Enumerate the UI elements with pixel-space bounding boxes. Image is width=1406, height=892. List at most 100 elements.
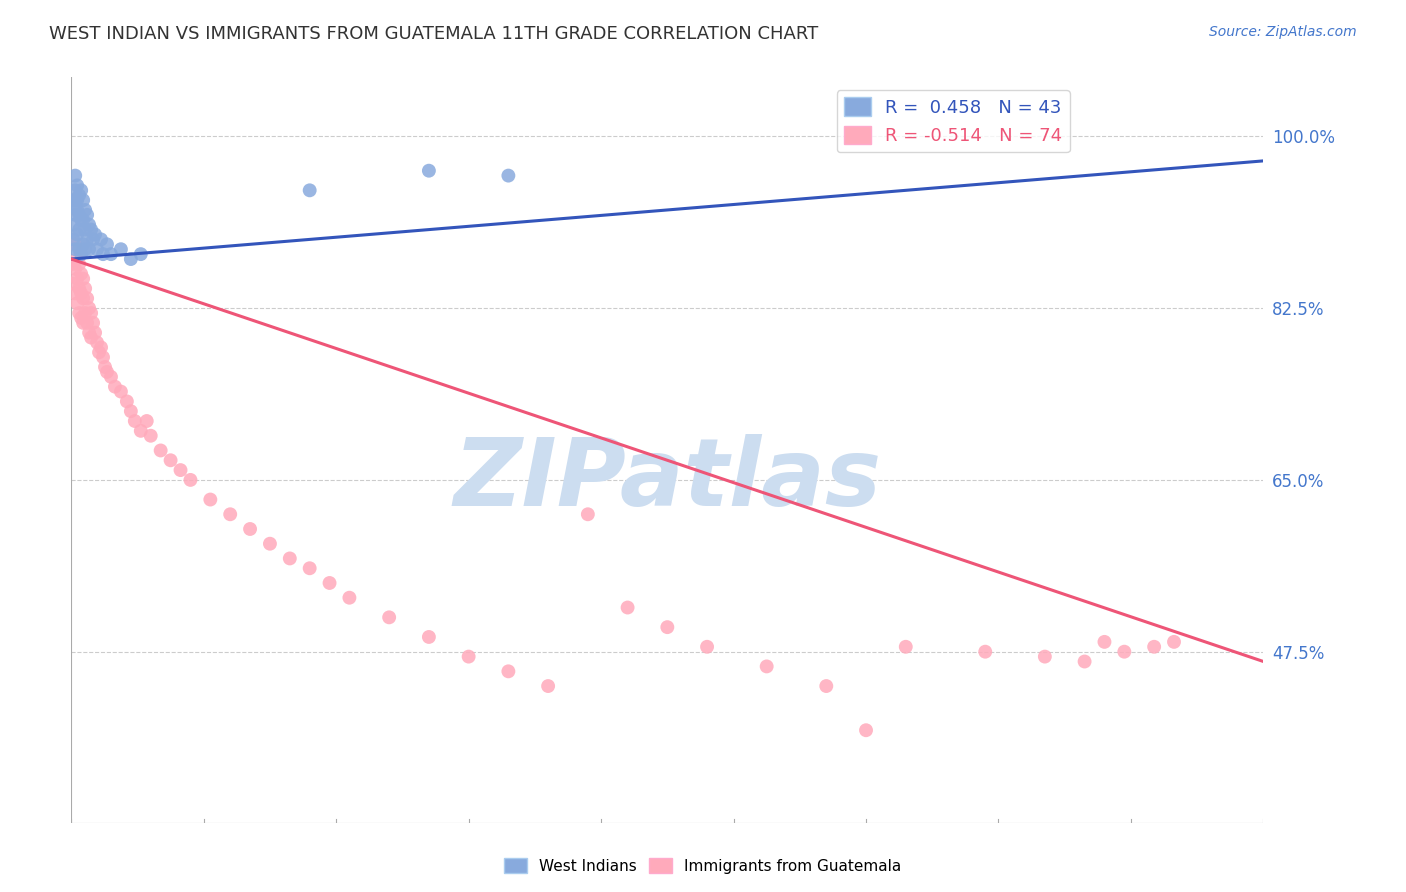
Point xyxy=(72,316,94,330)
Point xyxy=(63,198,86,212)
Point xyxy=(200,492,222,507)
Point xyxy=(576,508,599,522)
Point xyxy=(498,665,520,679)
Point xyxy=(67,222,90,236)
Point xyxy=(1073,655,1095,669)
Point xyxy=(498,169,520,183)
Point xyxy=(63,242,86,256)
Point xyxy=(63,183,86,197)
Point xyxy=(62,232,84,246)
Point xyxy=(815,679,838,693)
Point xyxy=(72,291,94,305)
Point xyxy=(1114,645,1136,659)
Point xyxy=(67,257,90,271)
Point xyxy=(63,237,86,252)
Point xyxy=(76,316,98,330)
Point xyxy=(298,561,321,575)
Point xyxy=(66,202,89,217)
Point xyxy=(75,222,97,236)
Point xyxy=(1094,635,1116,649)
Point xyxy=(149,443,172,458)
Point xyxy=(94,359,117,374)
Point xyxy=(159,453,181,467)
Point xyxy=(76,291,98,305)
Legend: R =  0.458   N = 43, R = -0.514   N = 74: R = 0.458 N = 43, R = -0.514 N = 74 xyxy=(837,90,1070,153)
Point xyxy=(62,277,84,291)
Point xyxy=(63,208,86,222)
Point xyxy=(96,237,118,252)
Point xyxy=(1143,640,1166,654)
Point xyxy=(62,257,84,271)
Point xyxy=(139,428,162,442)
Point xyxy=(974,645,997,659)
Point xyxy=(75,202,97,217)
Point xyxy=(135,414,157,428)
Point xyxy=(457,649,479,664)
Point xyxy=(104,379,127,393)
Point xyxy=(90,232,112,246)
Point xyxy=(657,620,679,634)
Point xyxy=(63,286,86,301)
Point xyxy=(82,316,104,330)
Point xyxy=(67,306,90,320)
Point xyxy=(77,301,100,315)
Point xyxy=(70,286,93,301)
Point xyxy=(298,183,321,197)
Point xyxy=(66,193,89,207)
Point xyxy=(77,326,100,340)
Text: Source: ZipAtlas.com: Source: ZipAtlas.com xyxy=(1209,25,1357,39)
Point xyxy=(84,227,107,242)
Point xyxy=(66,227,89,242)
Point xyxy=(75,281,97,295)
Point xyxy=(63,169,86,183)
Point xyxy=(87,345,110,359)
Point xyxy=(70,183,93,197)
Point xyxy=(82,232,104,246)
Point xyxy=(80,222,103,236)
Point xyxy=(855,723,877,738)
Point xyxy=(62,193,84,207)
Point xyxy=(318,576,340,591)
Point xyxy=(110,242,132,256)
Point xyxy=(67,188,90,202)
Point xyxy=(70,247,93,261)
Text: ZIPatlas: ZIPatlas xyxy=(453,434,882,526)
Point xyxy=(115,394,138,409)
Point xyxy=(67,242,90,256)
Point xyxy=(86,335,108,350)
Point xyxy=(77,218,100,232)
Point xyxy=(129,247,152,261)
Point xyxy=(91,247,114,261)
Point xyxy=(67,208,90,222)
Point xyxy=(120,404,142,418)
Point xyxy=(124,414,146,428)
Point xyxy=(1033,649,1056,664)
Point xyxy=(418,630,440,644)
Point xyxy=(219,508,242,522)
Point xyxy=(259,537,281,551)
Point xyxy=(72,193,94,207)
Point xyxy=(169,463,191,477)
Point xyxy=(418,163,440,178)
Point xyxy=(894,640,917,654)
Point xyxy=(616,600,638,615)
Point xyxy=(378,610,401,624)
Point xyxy=(66,178,89,193)
Point xyxy=(84,326,107,340)
Point xyxy=(1163,635,1185,649)
Point xyxy=(75,306,97,320)
Point xyxy=(129,424,152,438)
Point xyxy=(239,522,262,536)
Point xyxy=(96,365,118,379)
Point xyxy=(72,237,94,252)
Point xyxy=(755,659,778,673)
Point xyxy=(66,271,89,285)
Point xyxy=(91,350,114,364)
Point xyxy=(70,310,93,325)
Point xyxy=(67,281,90,295)
Point xyxy=(110,384,132,399)
Point xyxy=(537,679,560,693)
Point xyxy=(100,247,122,261)
Point xyxy=(77,242,100,256)
Point xyxy=(179,473,201,487)
